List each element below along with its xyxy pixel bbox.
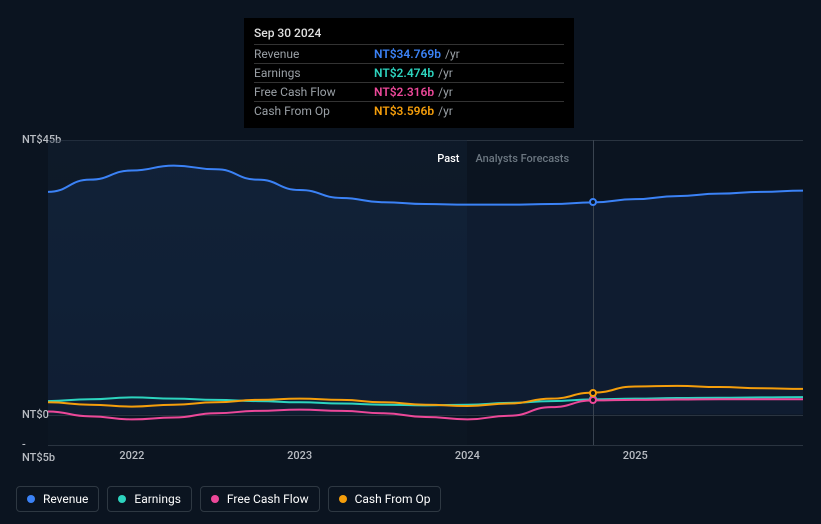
legend-item[interactable]: Cash From Op — [328, 486, 442, 512]
tooltip-metric-unit: /yr — [438, 85, 453, 99]
legend-dot-icon — [27, 495, 35, 503]
legend-item[interactable]: Free Cash Flow — [200, 486, 320, 512]
tooltip-metric-unit: /yr — [438, 104, 453, 118]
legend-label: Earnings — [134, 492, 181, 506]
tooltip-metric-unit: /yr — [438, 66, 453, 80]
y-axis-label: NT$0 — [0, 408, 44, 421]
plot-area[interactable]: Past Analysts Forecasts — [48, 140, 803, 445]
tooltip-metric-value: NT$3.596b — [374, 104, 434, 118]
legend-label: Cash From Op — [355, 492, 431, 506]
tooltip-row: RevenueNT$34.769b/yr — [254, 44, 564, 63]
gridline — [48, 445, 803, 446]
legend-label: Free Cash Flow — [227, 492, 309, 506]
series-marker — [589, 198, 597, 206]
tooltip-metric-label: Earnings — [254, 66, 374, 80]
x-axis-label: 2025 — [623, 449, 648, 462]
tooltip-row: Cash From OpNT$3.596b/yr — [254, 101, 564, 120]
tooltip-metric-value: NT$2.474b — [374, 66, 434, 80]
legend-dot-icon — [211, 495, 219, 503]
chart-tooltip: Sep 30 2024 RevenueNT$34.769b/yrEarnings… — [244, 18, 574, 128]
tooltip-metric-value: NT$2.316b — [374, 85, 434, 99]
series-marker — [589, 389, 597, 397]
x-axis-label: 2023 — [287, 449, 312, 462]
legend-dot-icon — [118, 495, 126, 503]
tooltip-metric-label: Revenue — [254, 47, 374, 61]
legend-item[interactable]: Revenue — [16, 486, 99, 512]
tooltip-metric-value: NT$34.769b — [374, 47, 441, 61]
chart-lines — [48, 140, 803, 445]
tooltip-row: EarningsNT$2.474b/yr — [254, 63, 564, 82]
tooltip-metric-unit: /yr — [445, 47, 460, 61]
y-axis-label: NT$45b — [0, 133, 44, 146]
y-axis-label: -NT$5b — [0, 438, 44, 464]
revenue-area — [48, 166, 803, 415]
tooltip-metric-label: Cash From Op — [254, 104, 374, 118]
chart-legend: Revenue Earnings Free Cash Flow Cash From O… — [16, 486, 441, 512]
financials-chart: NT$45b NT$0 -NT$5b Past Analysts Forecasts… — [0, 120, 821, 480]
tooltip-date: Sep 30 2024 — [254, 26, 564, 40]
legend-label: Revenue — [43, 492, 88, 506]
x-axis-label: 2024 — [455, 449, 480, 462]
legend-item[interactable]: Earnings — [107, 486, 192, 512]
tooltip-metric-label: Free Cash Flow — [254, 85, 374, 99]
legend-dot-icon — [339, 495, 347, 503]
x-axis-label: 2022 — [119, 449, 144, 462]
tooltip-row: Free Cash FlowNT$2.316b/yr — [254, 82, 564, 101]
series-marker — [589, 396, 597, 404]
